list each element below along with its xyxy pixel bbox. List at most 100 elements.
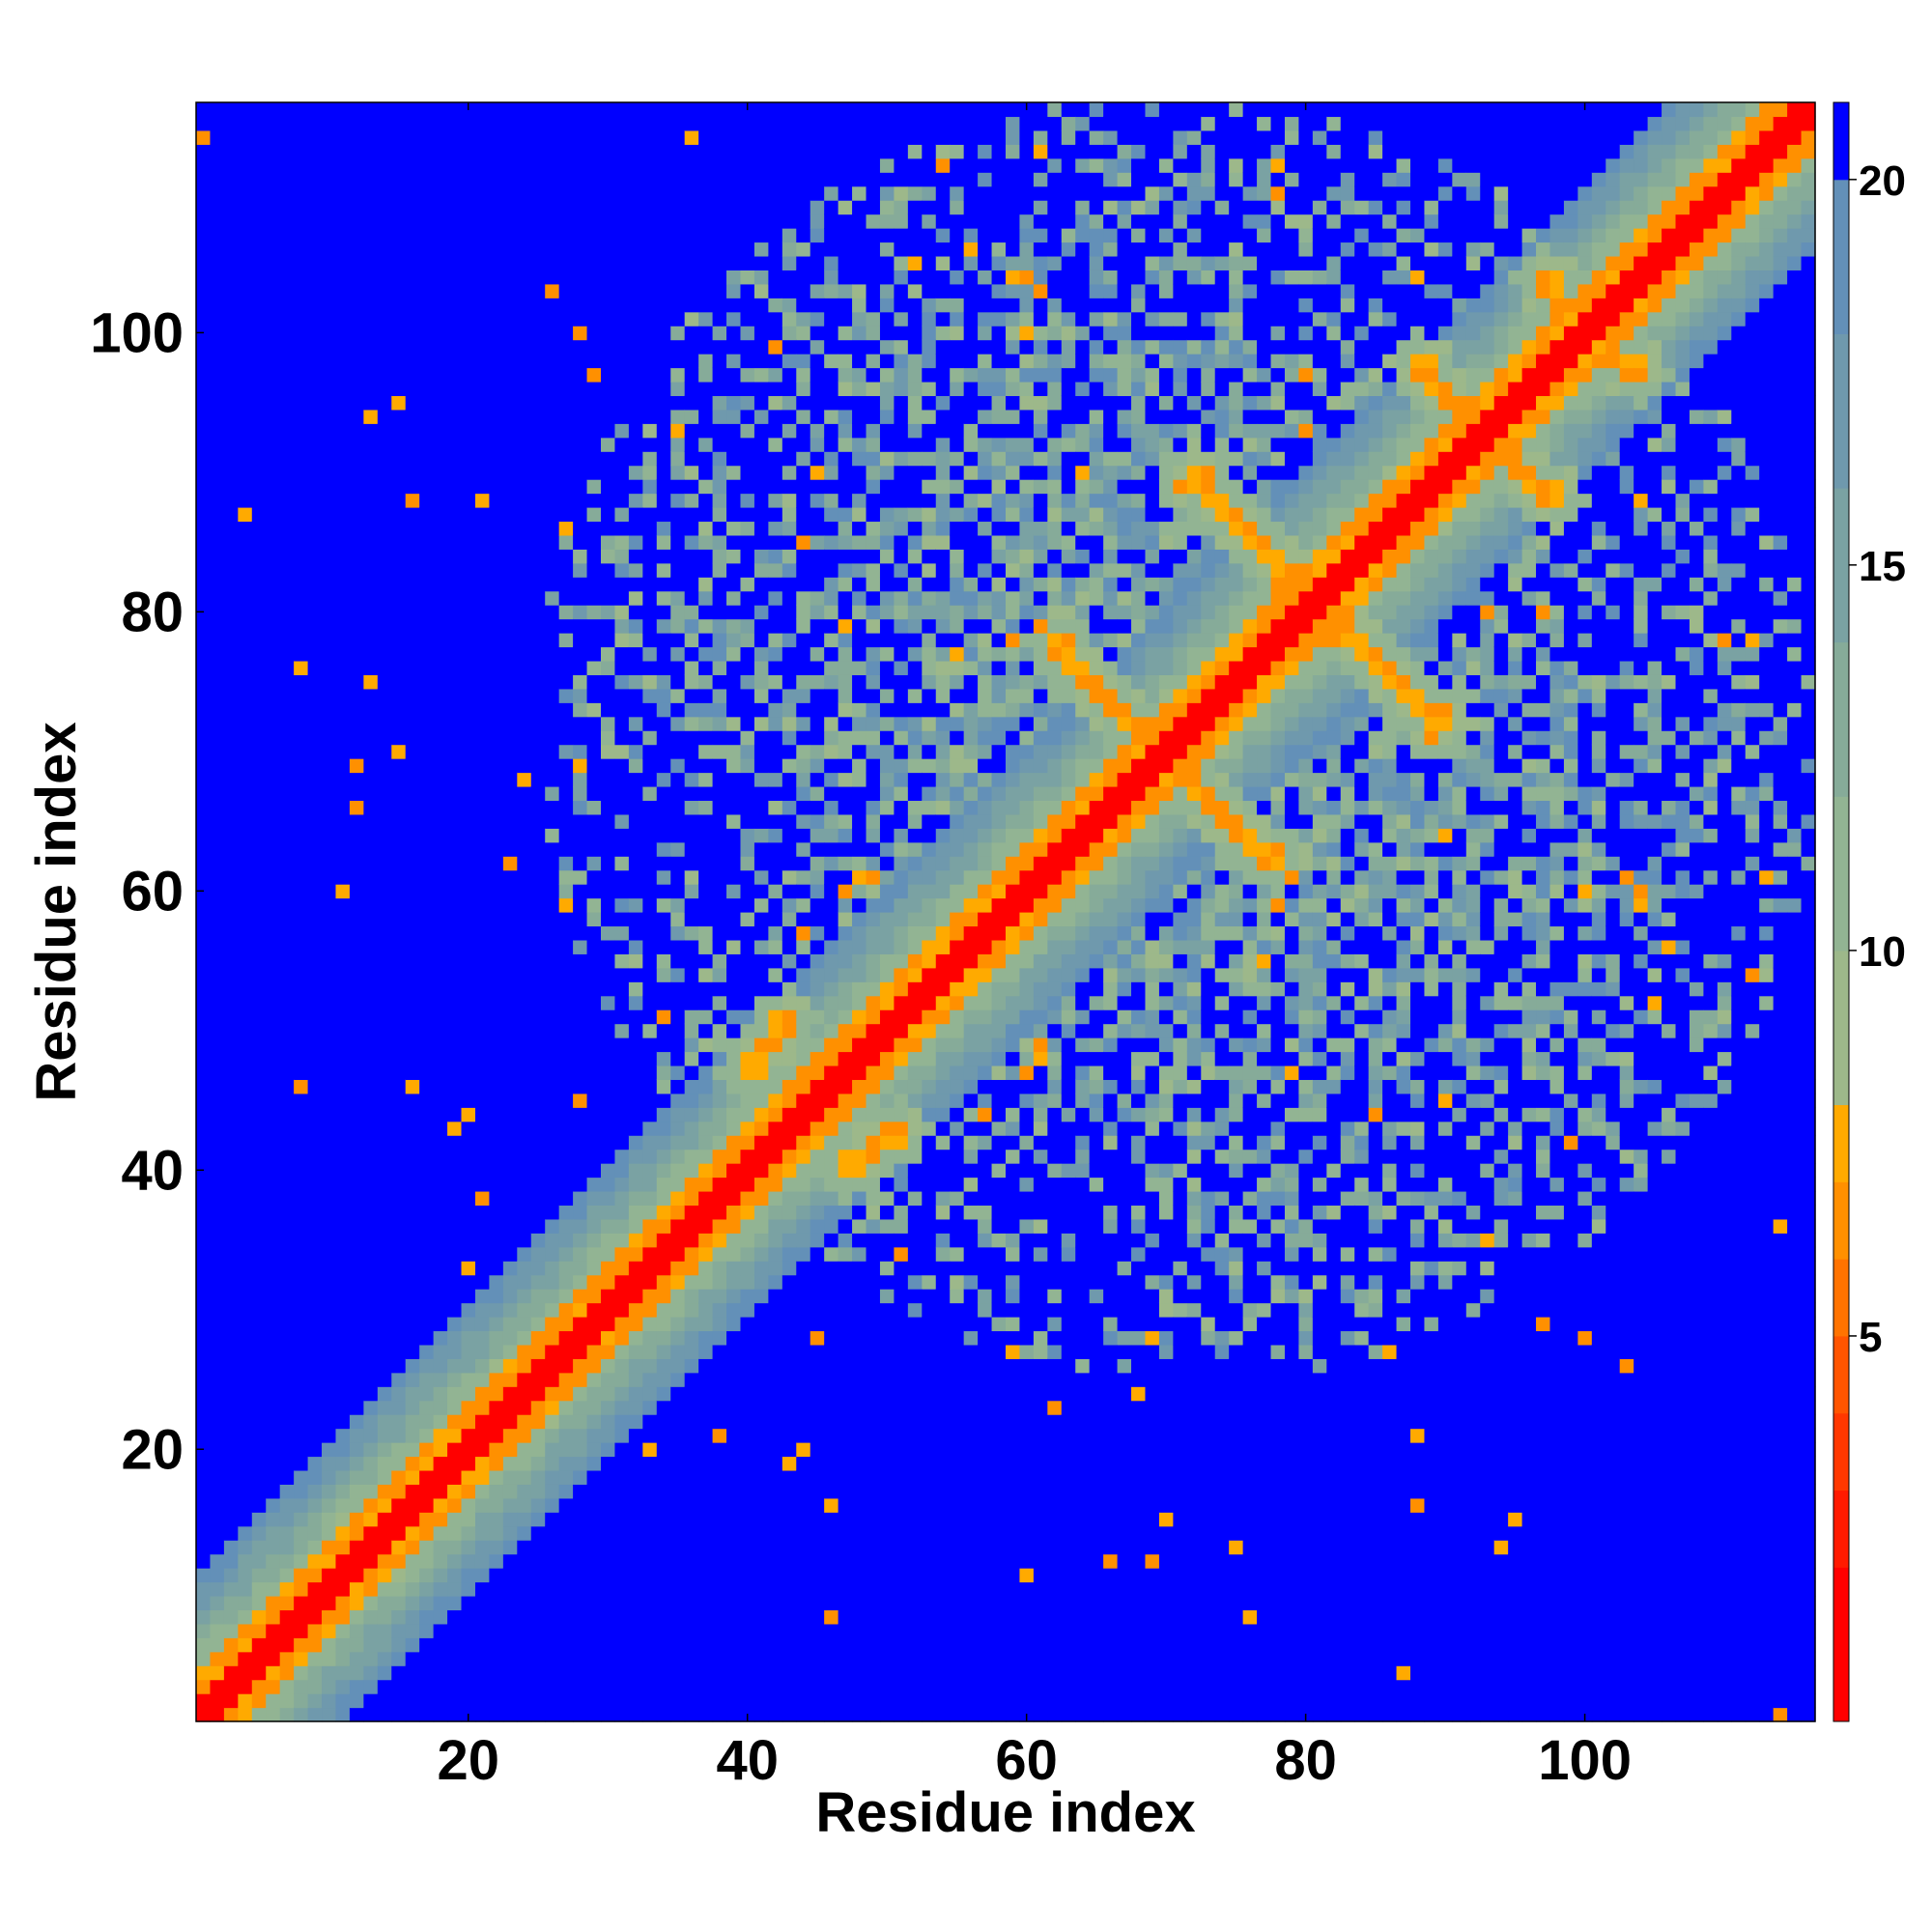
heatmap-cell <box>684 967 699 982</box>
heatmap-cell <box>642 730 658 746</box>
heatmap-cell <box>753 102 769 118</box>
heatmap-cell <box>377 465 392 480</box>
heatmap-cell <box>405 633 420 648</box>
heatmap-cell <box>670 1693 686 1709</box>
heatmap-cell <box>238 674 253 690</box>
heatmap-cell <box>335 200 351 215</box>
heatmap-cell <box>698 367 714 383</box>
heatmap-cell <box>753 1484 769 1499</box>
heatmap-cell <box>517 1177 532 1192</box>
heatmap-cell <box>405 1442 420 1458</box>
heatmap-cell <box>558 841 574 857</box>
heatmap-cell <box>740 423 755 439</box>
heatmap-cell <box>726 493 742 508</box>
heatmap-cell <box>294 1553 309 1569</box>
heatmap-cell <box>251 925 267 941</box>
heatmap-cell <box>586 1581 602 1597</box>
heatmap-cell <box>530 1414 546 1430</box>
heatmap-cell <box>740 912 755 927</box>
heatmap-cell <box>377 437 392 452</box>
heatmap-cell <box>698 395 714 411</box>
heatmap-cell <box>642 912 658 927</box>
heatmap-cell <box>781 157 797 173</box>
heatmap-cell <box>796 1665 811 1681</box>
heatmap-cell <box>238 1302 253 1318</box>
heatmap-cell <box>461 772 476 787</box>
heatmap-cell <box>573 1344 588 1359</box>
heatmap-cell <box>628 298 643 313</box>
heatmap-cell <box>656 1540 671 1555</box>
heatmap-cell <box>530 213 546 229</box>
heatmap-cell <box>251 1023 267 1038</box>
heatmap-cell <box>461 1037 476 1053</box>
heatmap-cell <box>684 1609 699 1625</box>
heatmap-cell <box>363 1009 379 1025</box>
heatmap-cell <box>377 200 392 215</box>
heatmap-cell <box>238 939 253 954</box>
heatmap-cell <box>545 939 560 954</box>
heatmap-cell <box>377 995 392 1010</box>
heatmap-cell <box>419 1177 435 1192</box>
heatmap-cell <box>210 339 225 355</box>
heatmap-cell <box>545 102 560 118</box>
heatmap-cell <box>279 437 295 452</box>
heatmap-cell <box>474 1079 491 1094</box>
heatmap-cell <box>670 1400 686 1415</box>
heatmap-cell <box>740 1246 755 1262</box>
heatmap-cell <box>474 1553 491 1569</box>
heatmap-cell <box>781 744 797 759</box>
heatmap-cell <box>601 730 616 746</box>
heatmap-cell <box>601 144 616 159</box>
heatmap-cell <box>642 1261 658 1276</box>
heatmap-cell <box>628 1651 643 1666</box>
heatmap-cell <box>781 1637 797 1653</box>
heatmap-cell <box>251 549 267 564</box>
heatmap-cell <box>447 228 463 243</box>
heatmap-cell <box>335 1093 351 1108</box>
heatmap-cell <box>670 1428 686 1443</box>
heatmap-cell <box>656 1149 671 1164</box>
heatmap-cell <box>628 1233 643 1248</box>
heatmap-cell <box>419 1623 435 1638</box>
heatmap-cell <box>545 549 560 564</box>
heatmap-cell <box>433 856 448 871</box>
heatmap-cell <box>461 1190 476 1207</box>
heatmap-cell <box>405 1665 420 1681</box>
heatmap-cell <box>670 1079 686 1094</box>
heatmap-cell <box>781 1400 797 1415</box>
heatmap-cell <box>712 730 727 746</box>
heatmap-cell <box>712 1358 727 1374</box>
heatmap-cell <box>698 1553 714 1569</box>
heatmap-cell <box>223 1009 239 1025</box>
heatmap-cell <box>740 1428 755 1443</box>
heatmap-cell <box>726 354 742 369</box>
heatmap-cell <box>447 534 463 550</box>
heatmap-cell <box>781 1609 797 1625</box>
heatmap-cell <box>489 674 504 690</box>
heatmap-cell <box>768 1330 783 1346</box>
heatmap-cell <box>753 1302 769 1318</box>
heatmap-cell <box>489 534 504 550</box>
heatmap-cell <box>419 1330 435 1346</box>
heatmap-cell <box>447 1107 463 1122</box>
heatmap-cell <box>307 1679 323 1694</box>
heatmap-cell <box>474 1205 491 1220</box>
heatmap-cell <box>447 674 463 690</box>
heatmap-cell <box>279 1679 295 1694</box>
heatmap-cell <box>614 1553 630 1569</box>
heatmap-cell <box>558 283 574 298</box>
heatmap-cell <box>712 1079 727 1094</box>
heatmap-cell <box>266 813 281 829</box>
heatmap-cell <box>474 730 491 746</box>
heatmap-cell <box>642 1009 658 1025</box>
heatmap-cell <box>712 283 727 298</box>
heatmap-cell <box>628 800 643 815</box>
heatmap-cell <box>474 897 491 913</box>
heatmap-cell <box>461 451 476 467</box>
heatmap-cell <box>768 884 783 899</box>
heatmap-cell <box>223 856 239 871</box>
heatmap-cell <box>251 758 267 774</box>
heatmap-cell <box>266 1274 281 1290</box>
heatmap-cell <box>684 228 699 243</box>
heatmap-cell <box>223 1484 239 1499</box>
